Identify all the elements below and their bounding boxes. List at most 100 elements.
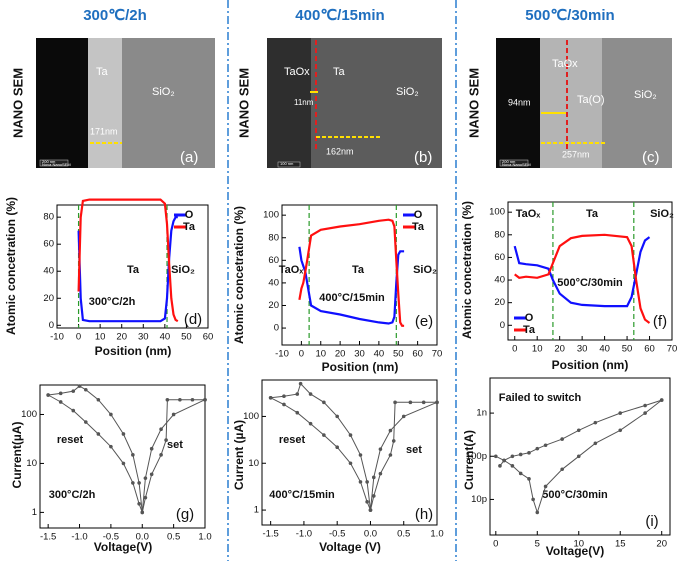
marker — [282, 402, 286, 407]
marker — [322, 433, 326, 437]
y-tick-label: 80 — [494, 229, 505, 240]
marker — [121, 461, 126, 466]
annotation: set — [167, 439, 183, 451]
column-title: 500℃/30min — [525, 7, 614, 24]
marker — [365, 480, 369, 484]
x-tick-label: 1.0 — [198, 532, 211, 543]
annotation: Failed to switch — [499, 392, 582, 404]
y-axis-label: Atomic concetration (%) — [460, 201, 474, 339]
plot-frame — [507, 201, 673, 341]
y-tick-label: 1n — [476, 408, 487, 419]
y-tick-label: 10p — [471, 494, 487, 505]
x-tick-label: 0.0 — [136, 532, 149, 543]
marker — [393, 400, 397, 405]
y-tick-label: 20 — [494, 297, 505, 308]
x-tick-label: 1.0 — [430, 529, 443, 540]
x-tick-label: 60 — [203, 332, 214, 343]
marker — [295, 392, 300, 396]
marker — [527, 451, 531, 455]
marker — [159, 453, 163, 457]
marker — [295, 410, 300, 415]
panel-label: (h) — [415, 506, 433, 523]
y-tick-label: 0 — [274, 323, 279, 334]
y-tick-label: 1 — [254, 505, 259, 516]
marker — [348, 433, 353, 437]
marker — [391, 439, 396, 443]
marker — [143, 495, 148, 500]
column-title: 400℃/15min — [295, 7, 384, 24]
x-tick-label: -1.5 — [262, 529, 278, 540]
sem-label: TaOx — [552, 58, 578, 70]
marker — [322, 400, 326, 405]
y-tick-label: 40 — [43, 266, 54, 277]
x-tick-label: 0.0 — [364, 529, 377, 540]
marker — [498, 464, 502, 468]
marker — [159, 427, 163, 432]
x-tick-label: 0 — [493, 539, 498, 550]
sem-label: SiO₂ — [396, 86, 419, 98]
x-axis-label: Position (nm) — [322, 360, 399, 374]
x-axis-label: Position (nm) — [552, 358, 629, 372]
sem-side-label: NANO SEM — [236, 68, 251, 138]
annotation: 500°C/30min — [542, 489, 608, 501]
marker — [96, 397, 101, 402]
marker — [335, 445, 339, 450]
sem-image — [36, 38, 215, 168]
annotation: set — [406, 444, 422, 456]
legend-label: Ta — [183, 221, 196, 233]
annotation: reset — [279, 434, 306, 446]
sem-label: TaOx — [284, 66, 310, 78]
y-tick-label: 60 — [268, 255, 279, 266]
sem-label: Ta — [96, 66, 109, 78]
annotation: TaOₓ — [279, 264, 305, 276]
sem-scale: 200 nm — [42, 159, 56, 164]
panel-label: (a) — [180, 149, 198, 166]
x-tick-label: 50 — [181, 332, 192, 343]
plot-frame — [261, 379, 438, 526]
sem-image — [267, 38, 442, 168]
marker — [137, 501, 141, 506]
marker — [518, 471, 523, 476]
marker — [298, 381, 303, 386]
x-tick-label: 30 — [577, 344, 588, 355]
x-tick-label: 0 — [299, 349, 304, 360]
marker — [164, 438, 168, 442]
marker — [560, 437, 564, 441]
panel-label: (i) — [645, 513, 658, 530]
marker — [510, 464, 515, 468]
marker — [421, 400, 426, 405]
y-tick-label: 100 — [489, 207, 505, 218]
marker — [71, 408, 76, 413]
marker — [593, 420, 598, 425]
panel-label: (g) — [176, 506, 194, 523]
series-line — [499, 399, 662, 467]
marker — [408, 400, 413, 405]
x-axis-label: Voltage (V) — [319, 540, 381, 554]
x-tick-label: -0.5 — [103, 532, 119, 543]
annotation: reset — [57, 434, 84, 446]
y-tick-label: 60 — [43, 239, 54, 250]
annotation: Ta — [586, 208, 599, 220]
x-tick-label: 60 — [644, 344, 655, 355]
x-tick-label: 40 — [374, 349, 385, 360]
marker — [593, 441, 598, 446]
annotation: 500°C/30min — [557, 277, 623, 289]
legend-label: Ta — [412, 221, 425, 233]
x-tick-label: 40 — [599, 344, 610, 355]
marker — [143, 476, 148, 480]
marker — [46, 393, 50, 397]
sem-label: SiO₂ — [152, 86, 175, 98]
y-tick-label: 10 — [26, 458, 37, 469]
x-tick-label: 30 — [354, 349, 365, 360]
y-tick-label: 40 — [494, 275, 505, 286]
annotation: 300°C/2h — [49, 489, 96, 501]
marker — [388, 428, 393, 433]
x-tick-label: 10 — [315, 349, 326, 360]
legend-label: O — [414, 209, 423, 221]
marker — [358, 480, 363, 484]
sem-scale: Nova NanoSEM — [42, 162, 71, 167]
marker — [203, 397, 207, 402]
x-tick-label: -1.5 — [40, 532, 56, 543]
annotation: SiO₂ — [171, 264, 195, 276]
x-tick-label: 20 — [656, 539, 667, 550]
